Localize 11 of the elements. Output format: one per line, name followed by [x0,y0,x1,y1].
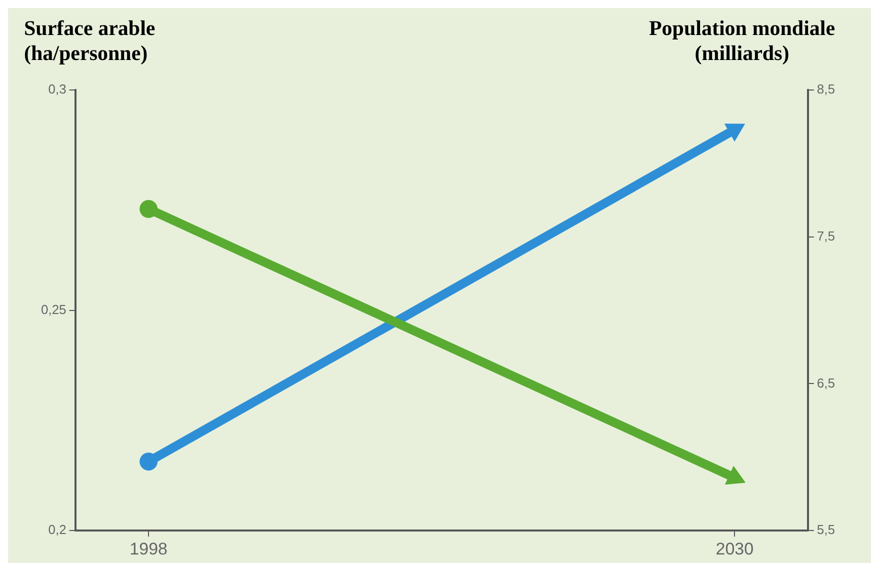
x-tick-label: 1998 [130,539,168,558]
y-tick-label: 0,2 [48,522,66,538]
x-tick-label: 2030 [716,539,754,558]
y2-axis-title: Population mondiale (milliards) [648,16,836,67]
y2-tick-label: 5,5 [816,522,836,538]
y2-tick-label: 7,5 [816,228,836,244]
y2-tick-label: 6,5 [816,375,836,390]
y-tick-label: 0,25 [40,302,66,317]
y-axis-title: Surface arable (ha/personne) [24,16,156,67]
y2-tick-label: 8,5 [816,82,836,97]
y-tick-label: 0,3 [48,82,66,97]
